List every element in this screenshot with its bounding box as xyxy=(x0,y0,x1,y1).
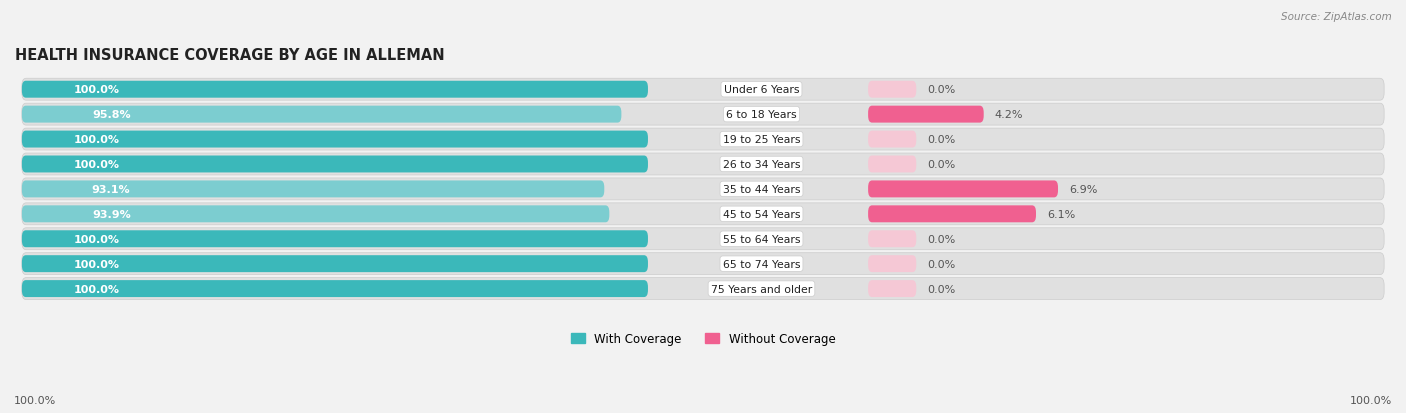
FancyBboxPatch shape xyxy=(868,256,917,273)
FancyBboxPatch shape xyxy=(22,231,648,248)
FancyBboxPatch shape xyxy=(868,280,917,297)
FancyBboxPatch shape xyxy=(22,280,648,297)
Text: 6.9%: 6.9% xyxy=(1069,185,1098,195)
FancyBboxPatch shape xyxy=(22,104,1384,126)
Text: HEALTH INSURANCE COVERAGE BY AGE IN ALLEMAN: HEALTH INSURANCE COVERAGE BY AGE IN ALLE… xyxy=(15,48,444,63)
FancyBboxPatch shape xyxy=(22,181,605,198)
Text: 100.0%: 100.0% xyxy=(73,159,120,170)
Text: 6 to 18 Years: 6 to 18 Years xyxy=(725,110,797,120)
Text: 100.0%: 100.0% xyxy=(73,135,120,145)
Text: 19 to 25 Years: 19 to 25 Years xyxy=(723,135,800,145)
FancyBboxPatch shape xyxy=(22,206,609,223)
FancyBboxPatch shape xyxy=(22,228,1384,250)
FancyBboxPatch shape xyxy=(22,256,648,273)
Text: 65 to 74 Years: 65 to 74 Years xyxy=(723,259,800,269)
Text: 0.0%: 0.0% xyxy=(928,259,956,269)
Text: 35 to 44 Years: 35 to 44 Years xyxy=(723,185,800,195)
FancyBboxPatch shape xyxy=(868,131,917,148)
Text: 93.1%: 93.1% xyxy=(91,185,131,195)
FancyBboxPatch shape xyxy=(22,129,1384,151)
Text: 0.0%: 0.0% xyxy=(928,234,956,244)
Text: 0.0%: 0.0% xyxy=(928,159,956,170)
Legend: With Coverage, Without Coverage: With Coverage, Without Coverage xyxy=(565,328,841,350)
FancyBboxPatch shape xyxy=(22,79,1384,101)
Text: 95.8%: 95.8% xyxy=(93,110,131,120)
FancyBboxPatch shape xyxy=(868,231,917,248)
FancyBboxPatch shape xyxy=(22,154,1384,176)
FancyBboxPatch shape xyxy=(22,178,1384,200)
Text: 0.0%: 0.0% xyxy=(928,135,956,145)
Text: 26 to 34 Years: 26 to 34 Years xyxy=(723,159,800,170)
FancyBboxPatch shape xyxy=(868,206,1036,223)
Text: 100.0%: 100.0% xyxy=(73,259,120,269)
Text: 93.9%: 93.9% xyxy=(91,209,131,219)
Text: Under 6 Years: Under 6 Years xyxy=(724,85,799,95)
Text: 6.1%: 6.1% xyxy=(1047,209,1076,219)
Text: Source: ZipAtlas.com: Source: ZipAtlas.com xyxy=(1281,12,1392,22)
FancyBboxPatch shape xyxy=(22,278,1384,300)
FancyBboxPatch shape xyxy=(868,181,1057,198)
Text: 4.2%: 4.2% xyxy=(994,110,1024,120)
FancyBboxPatch shape xyxy=(22,131,648,148)
Text: 100.0%: 100.0% xyxy=(1350,395,1392,405)
FancyBboxPatch shape xyxy=(868,156,917,173)
Text: 100.0%: 100.0% xyxy=(73,85,120,95)
Text: 100.0%: 100.0% xyxy=(73,284,120,294)
FancyBboxPatch shape xyxy=(22,156,648,173)
Text: 45 to 54 Years: 45 to 54 Years xyxy=(723,209,800,219)
Text: 100.0%: 100.0% xyxy=(14,395,56,405)
FancyBboxPatch shape xyxy=(22,253,1384,275)
FancyBboxPatch shape xyxy=(868,81,917,98)
FancyBboxPatch shape xyxy=(22,81,648,98)
FancyBboxPatch shape xyxy=(22,107,621,123)
Text: 55 to 64 Years: 55 to 64 Years xyxy=(723,234,800,244)
Text: 100.0%: 100.0% xyxy=(73,234,120,244)
Text: 0.0%: 0.0% xyxy=(928,284,956,294)
Text: 75 Years and older: 75 Years and older xyxy=(711,284,813,294)
Text: 0.0%: 0.0% xyxy=(928,85,956,95)
FancyBboxPatch shape xyxy=(868,107,984,123)
FancyBboxPatch shape xyxy=(22,203,1384,225)
